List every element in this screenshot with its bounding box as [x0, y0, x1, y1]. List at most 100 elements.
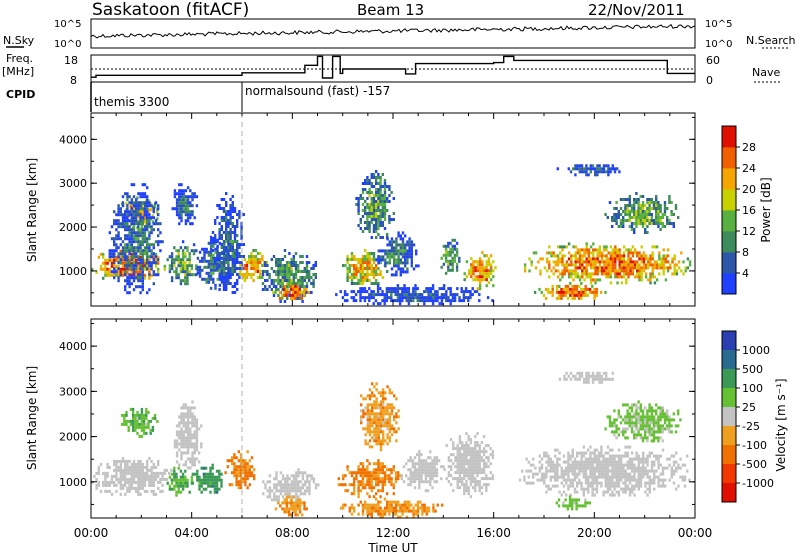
- range-cell: [641, 225, 645, 228]
- range-cell: [281, 282, 284, 285]
- range-cell: [565, 460, 568, 464]
- range-cell: [152, 465, 155, 469]
- range-cell: [268, 495, 272, 499]
- range-cell: [651, 266, 654, 270]
- range-cell: [431, 465, 434, 469]
- range-cell: [99, 489, 103, 493]
- range-cell: [139, 204, 142, 208]
- range-cell: [668, 201, 671, 204]
- range-cell: [113, 219, 116, 223]
- range-cell: [209, 277, 213, 281]
- range-cell: [102, 255, 105, 259]
- range-cell: [357, 503, 360, 507]
- range-cell: [375, 406, 378, 410]
- range-cell: [284, 480, 287, 484]
- range-cell: [337, 477, 340, 481]
- range-cell: [544, 296, 548, 300]
- range-cell: [489, 269, 493, 273]
- range-cell: [474, 275, 477, 279]
- range-cell: [637, 201, 640, 204]
- range-cell: [195, 427, 199, 431]
- range-cell: [146, 246, 149, 250]
- range-cell: [157, 204, 160, 208]
- range-cell: [474, 462, 477, 466]
- range-cell: [248, 261, 251, 264]
- range-cell: [550, 254, 553, 258]
- range-cell: [261, 282, 265, 285]
- range-cell: [231, 252, 234, 255]
- range-cell: [308, 483, 311, 487]
- range-cell: [359, 258, 362, 261]
- range-cell: [375, 191, 378, 194]
- range-cell: [126, 195, 129, 199]
- range-cell: [182, 198, 185, 202]
- range-cell: [130, 219, 133, 223]
- range-cell: [286, 279, 289, 282]
- range-cell: [186, 279, 189, 283]
- range-cell: [371, 382, 374, 386]
- range-cell: [137, 489, 140, 493]
- range-cell: [366, 421, 369, 425]
- range-cell: [213, 487, 217, 491]
- range-cell: [592, 263, 595, 267]
- range-cell: [248, 483, 251, 487]
- range-cell: [117, 255, 120, 259]
- range-cell: [598, 170, 601, 174]
- range-cell: [372, 267, 376, 270]
- range-cell: [233, 252, 237, 255]
- range-cell: [371, 406, 374, 410]
- range-cell: [635, 225, 638, 228]
- range-cell: [368, 415, 372, 419]
- range-cell: [540, 463, 544, 467]
- range-cell: [377, 509, 380, 513]
- range-cell: [222, 243, 226, 246]
- range-cell: [646, 207, 649, 210]
- range-cell: [121, 213, 125, 217]
- range-cell: [529, 481, 533, 485]
- range-cell: [469, 459, 473, 463]
- range-cell: [648, 201, 651, 204]
- range-cell: [150, 249, 153, 253]
- y-tick-label: 4000: [59, 133, 87, 146]
- range-cell: [463, 462, 466, 466]
- range-cell: [460, 447, 464, 451]
- range-cell: [570, 257, 573, 261]
- range-cell: [184, 267, 187, 271]
- range-cell: [186, 451, 190, 455]
- range-cell: [179, 261, 183, 265]
- range-cell: [394, 506, 398, 510]
- range-cell: [139, 252, 142, 256]
- range-cell: [445, 293, 448, 297]
- range-cell: [377, 421, 380, 425]
- range-cell: [175, 249, 178, 253]
- power-ylabel: Slant Range [km]: [25, 158, 39, 262]
- range-cell: [395, 430, 398, 434]
- range-cell: [414, 290, 417, 294]
- range-cell: [126, 276, 129, 280]
- range-cell: [132, 462, 136, 466]
- range-cell: [207, 241, 211, 245]
- range-cell: [467, 453, 470, 457]
- range-cell: [492, 269, 495, 273]
- range-cell: [149, 419, 152, 423]
- range-cell: [288, 261, 291, 264]
- range-cell: [375, 170, 378, 173]
- range-cell: [596, 260, 599, 264]
- range-cell: [686, 266, 690, 270]
- range-cell: [478, 462, 481, 466]
- range-cell: [467, 450, 470, 454]
- range-cell: [388, 468, 391, 472]
- range-cell: [117, 258, 120, 262]
- range-cell: [381, 512, 384, 516]
- range-cell: [476, 287, 480, 291]
- range-cell: [137, 285, 140, 289]
- range-cell: [401, 237, 405, 241]
- range-cell: [140, 407, 144, 411]
- range-cell: [292, 474, 296, 478]
- range-cell: [175, 424, 179, 428]
- range-cell: [615, 219, 618, 222]
- range-cell: [384, 406, 387, 410]
- range-cell: [393, 415, 396, 419]
- range-cell: [449, 259, 452, 263]
- range-cell: [399, 258, 402, 262]
